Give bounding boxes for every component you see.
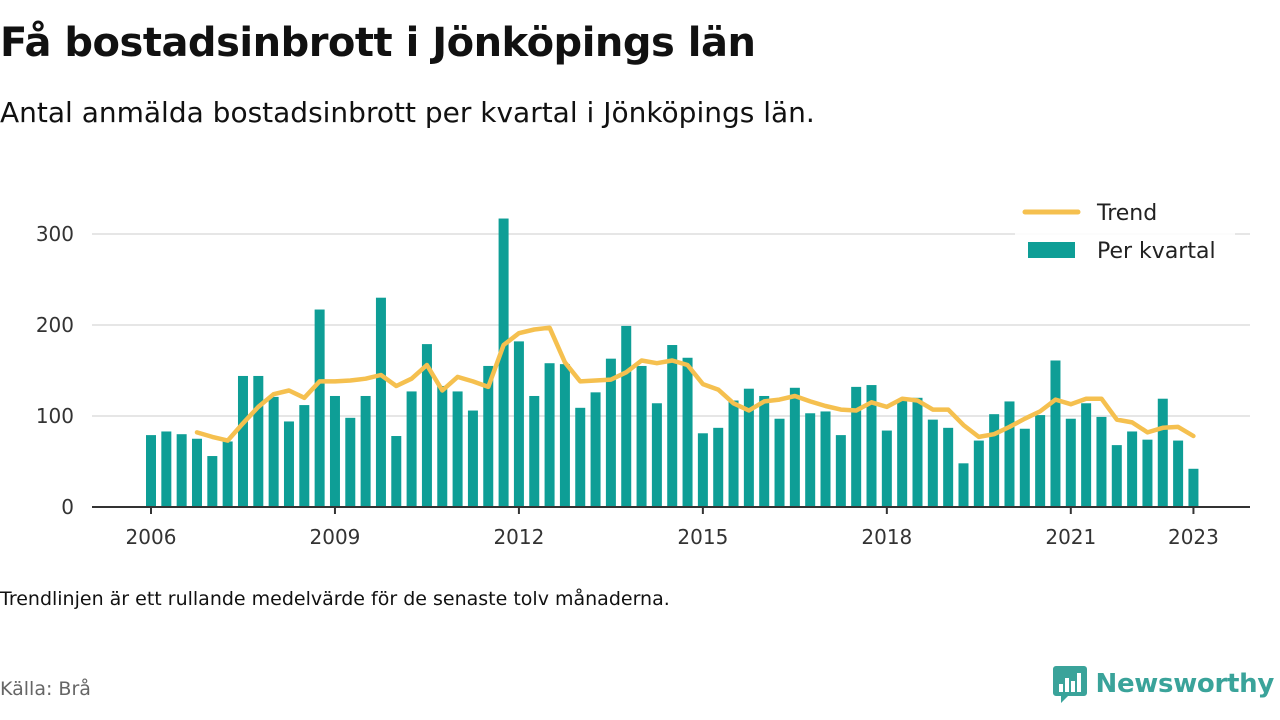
bar — [636, 365, 647, 507]
bar — [866, 385, 877, 507]
y-axis-labels: 0 100 200 300 — [36, 222, 74, 519]
bar — [283, 421, 294, 507]
bar — [973, 440, 984, 507]
source-label: Källa: Brå — [0, 678, 91, 700]
bar — [268, 396, 279, 507]
bar — [1065, 418, 1076, 507]
footnote: Trendlinjen är ett rullande medelvärde f… — [0, 588, 670, 610]
bar — [161, 431, 172, 507]
bar — [544, 363, 555, 507]
bar — [958, 463, 969, 507]
bar — [667, 345, 678, 507]
bar — [927, 419, 938, 507]
bar — [483, 365, 494, 507]
bar — [1157, 398, 1168, 507]
bar — [805, 413, 816, 507]
bar — [529, 395, 540, 507]
x-tick-label: 2015 — [677, 525, 728, 549]
bar — [728, 400, 739, 507]
bar — [575, 407, 586, 507]
bar — [1050, 360, 1061, 507]
bar — [437, 385, 448, 507]
bar — [1111, 445, 1122, 507]
bar — [590, 392, 601, 507]
newsworthy-logo-icon — [1052, 666, 1087, 703]
x-tick-label: 2009 — [310, 525, 361, 549]
bar — [851, 386, 862, 507]
bar — [375, 297, 386, 507]
legend-swatch-bars — [1028, 242, 1075, 258]
bar — [314, 309, 325, 507]
bar — [559, 364, 570, 507]
chart-subtitle: Antal anmälda bostadsinbrott per kvartal… — [0, 96, 815, 129]
bar — [191, 438, 202, 507]
bar — [406, 391, 417, 507]
y-tick-label: 200 — [36, 313, 74, 337]
trend-series — [194, 325, 1196, 443]
bar — [943, 427, 954, 507]
brand-logo: Newsworthy — [1052, 664, 1274, 704]
bar — [912, 397, 923, 507]
bar — [176, 434, 187, 507]
bar — [682, 357, 693, 507]
y-tick-label: 100 — [36, 404, 74, 428]
bar — [345, 417, 356, 507]
bar — [467, 410, 478, 507]
x-axis: 2006 2009 2012 2015 2018 2021 2023 — [92, 506, 1250, 549]
bar-series — [146, 218, 1199, 507]
bar — [360, 395, 371, 507]
x-tick-label: 2021 — [1045, 525, 1096, 549]
legend-label-bars: Per kvartal — [1097, 239, 1216, 264]
bar — [774, 418, 785, 507]
bar — [498, 218, 509, 507]
bar — [1004, 401, 1015, 507]
bar — [452, 391, 463, 507]
bar — [1127, 431, 1138, 507]
legend-label-trend: Trend — [1096, 201, 1157, 226]
y-tick-label: 0 — [61, 495, 74, 519]
legend: Trend Per kvartal — [1015, 192, 1235, 268]
bar — [789, 387, 800, 507]
bar — [1173, 440, 1184, 507]
bar — [299, 405, 310, 507]
bar — [329, 395, 340, 507]
bar — [820, 411, 831, 507]
bar — [697, 433, 708, 507]
bar — [897, 399, 908, 507]
bar — [759, 395, 770, 507]
x-tick-label: 2023 — [1168, 525, 1219, 549]
bar — [146, 435, 156, 507]
bar — [222, 441, 233, 507]
brand-name: Newsworthy — [1095, 669, 1275, 699]
bar — [1142, 439, 1153, 507]
bar — [743, 388, 754, 507]
bar — [713, 427, 724, 507]
bar — [621, 325, 632, 507]
bar — [1035, 415, 1046, 507]
bar — [881, 430, 892, 507]
bar — [1188, 468, 1199, 507]
bar — [989, 414, 1000, 507]
x-tick-label: 2006 — [126, 525, 177, 549]
bar — [1019, 428, 1030, 507]
trend-line — [194, 325, 1196, 443]
y-tick-label: 300 — [36, 222, 74, 246]
chart-title: Få bostadsinbrott i Jönköpings län — [0, 20, 756, 66]
bar — [421, 344, 432, 507]
bar — [237, 375, 248, 507]
bar — [207, 456, 218, 507]
bar — [1096, 416, 1107, 507]
bar — [605, 358, 616, 507]
x-tick-label: 2012 — [493, 525, 544, 549]
bar — [391, 436, 402, 507]
bar — [835, 435, 846, 507]
bar — [1081, 403, 1092, 507]
bar — [253, 375, 264, 507]
bar — [651, 403, 662, 507]
x-tick-label: 2018 — [861, 525, 912, 549]
bar — [513, 341, 524, 507]
